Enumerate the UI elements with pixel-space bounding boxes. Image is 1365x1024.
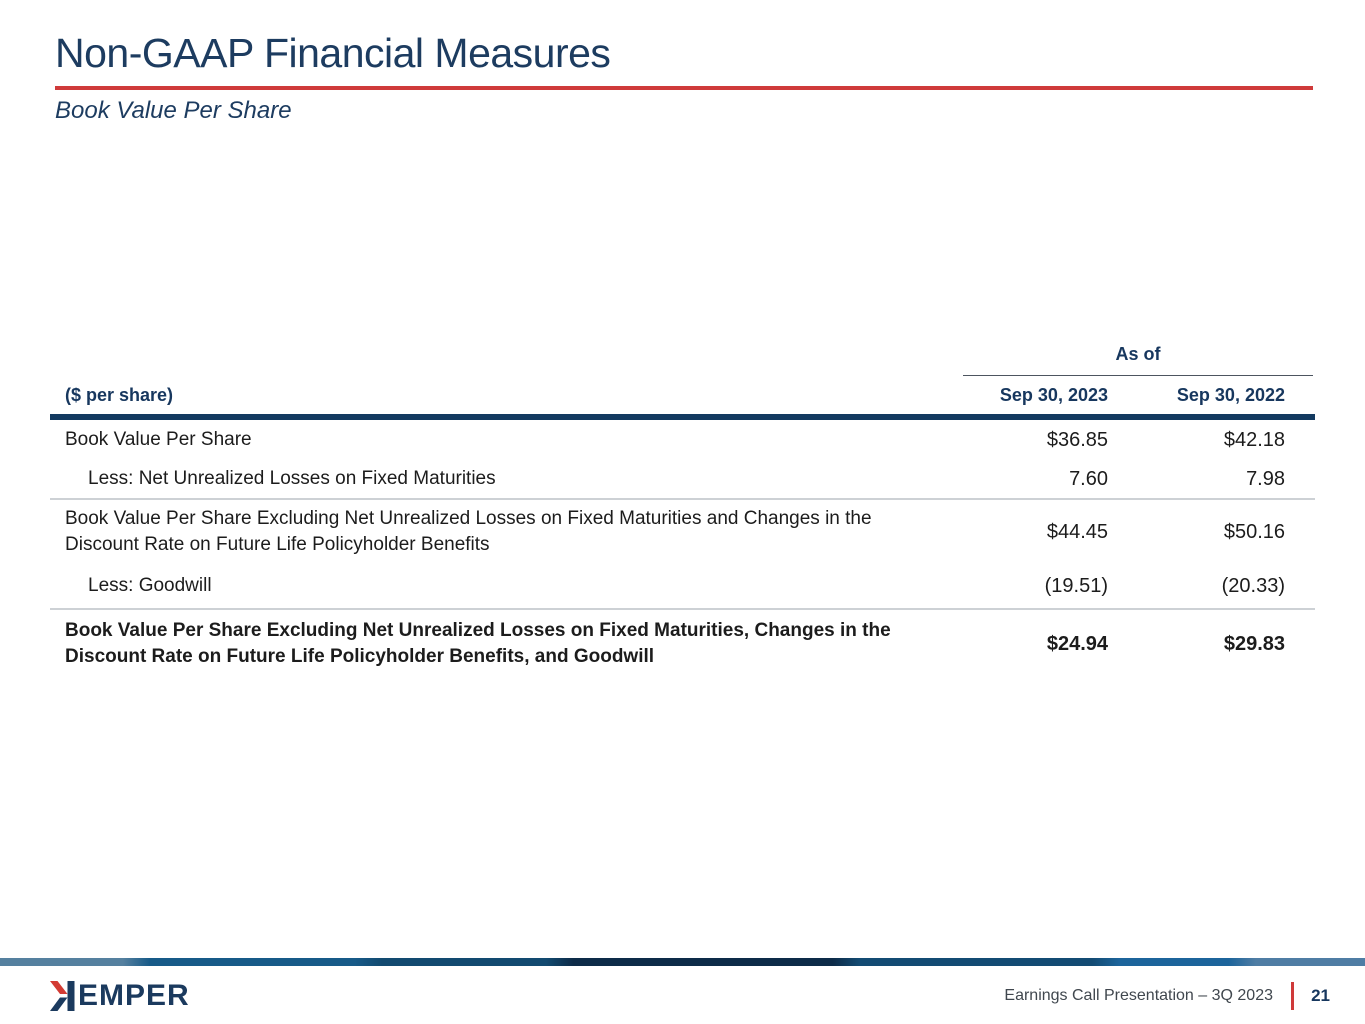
unit-label: ($ per share) — [65, 384, 174, 405]
table-row: Book Value Per Share Excluding Net Unrea… — [50, 500, 1315, 564]
page-subtitle: Book Value Per Share — [55, 97, 292, 124]
title-underline — [55, 86, 1313, 90]
row-value-2023: $36.85 — [1046, 428, 1108, 451]
column-header-sep-2023: Sep 30, 2023 — [999, 384, 1108, 405]
page-number: 21 — [1311, 986, 1330, 1005]
column-header-sep-2022: Sep 30, 2022 — [1176, 384, 1285, 405]
table-row-total: Book Value Per Share Excluding Net Unrea… — [50, 610, 1315, 678]
table-row: Less: Net Unrealized Losses on Fixed Mat… — [50, 460, 1315, 500]
row-label: Book Value Per Share — [65, 429, 252, 450]
row-label: Less: Goodwill — [88, 575, 212, 596]
kemper-logo: EMPER — [50, 980, 190, 1012]
row-value-2022: (20.33) — [1221, 574, 1285, 597]
row-label: Book Value Per Share Excluding Net Unrea… — [65, 508, 872, 555]
page-title: Non-GAAP Financial Measures — [55, 30, 611, 76]
book-value-table: As of ($ per share) Sep 30, 2023 Sep 30,… — [50, 334, 1315, 678]
table-header-row: ($ per share) Sep 30, 2023 Sep 30, 2022 — [50, 376, 1315, 420]
row-label: Less: Net Unrealized Losses on Fixed Mat… — [88, 468, 496, 489]
row-value-2022: $50.16 — [1223, 520, 1285, 543]
footer-accent-bar — [0, 958, 1365, 966]
footer-meta: Earnings Call Presentation – 3Q 2023 21 — [1004, 982, 1330, 1010]
presentation-label: Earnings Call Presentation – 3Q 2023 — [1004, 987, 1273, 1004]
row-value-2023: $44.45 — [1046, 520, 1108, 543]
table-row: Less: Goodwill (19.51) (20.33) — [50, 564, 1315, 610]
row-value-2022: $42.18 — [1223, 428, 1285, 451]
row-value-2022: $29.83 — [1223, 632, 1285, 655]
as-of-group-header: As of — [963, 334, 1313, 376]
row-value-2023: $24.94 — [1046, 632, 1108, 655]
row-label: Book Value Per Share Excluding Net Unrea… — [65, 620, 891, 667]
table-row: Book Value Per Share $36.85 $42.18 — [50, 420, 1315, 460]
table-group-header-row: As of — [50, 334, 1315, 376]
kemper-k-icon — [50, 981, 75, 1011]
footer-divider — [1291, 982, 1294, 1010]
kemper-logo-text: EMPER — [78, 979, 190, 1012]
row-value-2023: 7.60 — [1069, 467, 1108, 490]
row-value-2022: 7.98 — [1246, 467, 1285, 490]
row-value-2023: (19.51) — [1044, 574, 1108, 597]
